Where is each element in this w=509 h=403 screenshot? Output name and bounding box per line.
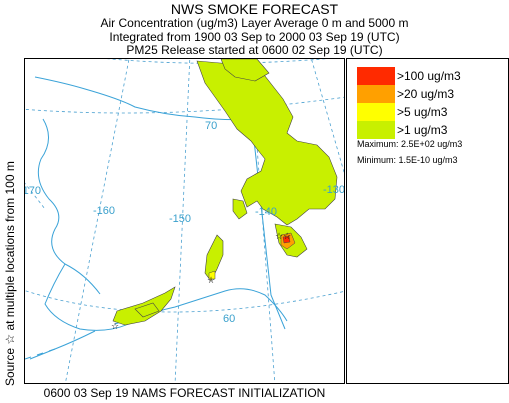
legend-swatch-green (357, 121, 395, 139)
graticule-lon-170 (25, 182, 46, 210)
map-title: NWS SMOKE FORECAST (170, 1, 339, 17)
lon-label-130: -130 (323, 184, 345, 196)
legend-label: >20 ug/m3 (397, 87, 455, 101)
legend-label: >100 ug/m3 (397, 69, 461, 83)
graticule-lon-160 (64, 59, 130, 383)
legend-minimum: Minimum: 1.5E-10 ug/m3 (357, 155, 458, 165)
legend-label: >5 ug/m3 (397, 105, 448, 119)
graticule-lon-150 (174, 59, 191, 383)
lat-label-70: 70 (205, 120, 217, 132)
concentration-subtitle: Air Concentration (ug/m3) Layer Average … (100, 16, 409, 30)
source-location-text: Source ☆ at multiple locations from 100 … (3, 161, 17, 386)
release-info: PM25 Release started at 0600 02 Sep 19 (… (126, 43, 383, 57)
legend-item-5: >5 ug/m3 (357, 103, 447, 121)
source-side-label: Source ☆ at multiple locations from 100 … (0, 58, 24, 388)
legend-swatch-red (357, 67, 395, 85)
legend-item-100: >100 ug/m3 (357, 67, 461, 85)
lon-label-150: -150 (169, 213, 191, 225)
legend-item-1: >1 ug/m3 (357, 121, 447, 139)
smoke-plume-mid (232, 198, 248, 220)
forecast-initialization: 0600 03 Sep 19 NAMS FORECAST INITIALIZAT… (43, 386, 326, 400)
smoke-plume-main (196, 60, 338, 226)
graticule-lat-60 (25, 290, 344, 313)
graticule-lat-70 (25, 96, 344, 114)
aleutian-islands (25, 348, 56, 360)
legend-item-20: >20 ug/m3 (357, 85, 454, 103)
smoke-high-100 (282, 235, 291, 244)
smoke-plume-top (220, 59, 270, 82)
source-star-west: ☆ (111, 321, 119, 331)
source-star-center: ☆ (207, 275, 215, 285)
legend-panel: >100 ug/m3 >20 ug/m3 >5 ug/m3 >1 ug/m3 M… (346, 58, 509, 384)
smoke-high-5 (208, 270, 216, 280)
graticule-lon-130 (311, 59, 344, 174)
lat-label-60: 60 (223, 313, 235, 325)
lon-label-140: -140 (255, 206, 277, 218)
integration-period: Integrated from 1900 03 Sep to 2000 03 S… (109, 30, 400, 44)
smoke-map: ☆☆ ☆ ☆ -170 -160 -150 -140 -130 70 60 (24, 58, 345, 384)
smoke-plume-west2 (134, 302, 160, 318)
legend-label: >1 ug/m3 (397, 123, 448, 137)
alaska-coastline (29, 76, 288, 360)
legend-swatch-orange (357, 85, 395, 103)
legend-maximum: Maximum: 2.5E+02 ug/m3 (357, 139, 463, 149)
legend-swatch-yellow (357, 103, 395, 121)
lon-label-170: -170 (25, 185, 41, 197)
source-star-east: ☆☆ (275, 231, 291, 241)
map-canvas: ☆☆ ☆ ☆ -170 -160 -150 -140 -130 70 60 (25, 59, 345, 383)
lon-label-160: -160 (93, 205, 115, 217)
